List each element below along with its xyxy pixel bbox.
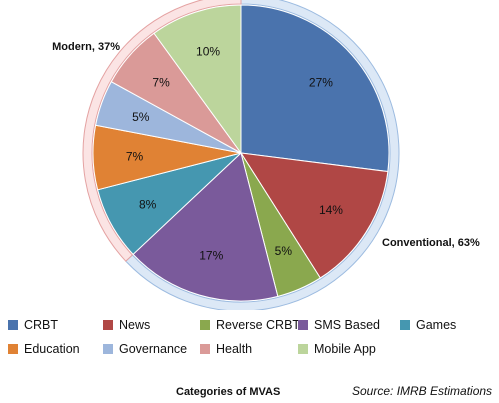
legend-item: Mobile App <box>298 340 376 358</box>
legend-swatch <box>103 344 113 354</box>
legend-label: CRBT <box>24 318 59 332</box>
source-note: Source: IMRB Estimations <box>352 384 493 398</box>
pie-chart: 27% 14% 5% 17% 8% 7% 5% 7% 10% Conventional, 63%… <box>52 0 480 312</box>
slice-label: 8% <box>139 197 157 211</box>
legend: CRBT News Reverse CRBT SMS Based Games Educat… <box>0 316 499 360</box>
legend-swatch <box>298 344 308 354</box>
legend-label: Reverse CRBT <box>216 318 301 332</box>
pie-slice-mobile-app <box>153 4 242 155</box>
slice-label: 17% <box>199 248 223 262</box>
legend-item: Health <box>200 340 252 358</box>
legend-item: News <box>103 316 150 334</box>
legend-label: Governance <box>119 342 188 356</box>
slice-label: 10% <box>196 45 220 59</box>
slice-label: 27% <box>309 76 333 90</box>
legend-swatch <box>8 344 18 354</box>
legend-item: SMS Based <box>298 316 380 334</box>
slice-labels: 27% 14% 5% 17% 8% 7% 5% 7% 10% <box>126 45 343 263</box>
legend-item: Games <box>400 316 456 334</box>
legend-label: News <box>119 318 151 332</box>
legend-swatch <box>400 320 410 330</box>
legend-label: SMS Based <box>314 318 381 332</box>
legend-label: Games <box>416 318 457 332</box>
pie-slice-news <box>240 152 389 279</box>
group-ring-1 <box>82 0 242 262</box>
slice-label: 7% <box>126 149 144 163</box>
legend-item: Education <box>8 340 80 358</box>
legend-swatch <box>200 320 210 330</box>
pie-slice-crbt <box>240 4 390 173</box>
legend-item: CRBT <box>8 316 58 334</box>
legend-swatch <box>298 320 308 330</box>
x-axis-label: Categories of MVAS <box>176 386 281 398</box>
legend-swatch <box>200 344 210 354</box>
legend-swatch <box>103 320 113 330</box>
pie-slice-sms-based <box>132 152 279 302</box>
group-label: Modern, 37% <box>52 41 120 53</box>
legend-swatch <box>8 320 18 330</box>
group-rings <box>82 0 400 312</box>
slice-label: 14% <box>319 203 343 217</box>
legend-label: Mobile App <box>314 342 376 356</box>
slice-label: 5% <box>275 244 293 258</box>
legend-label: Health <box>216 342 253 356</box>
legend-label: Education <box>24 342 80 356</box>
slice-label: 7% <box>152 76 170 90</box>
group-label: Conventional, 63% <box>382 237 480 249</box>
legend-item: Governance <box>103 340 187 358</box>
pie-slices <box>92 4 390 302</box>
legend-item: Reverse CRBT <box>200 316 300 334</box>
slice-label: 5% <box>132 110 150 124</box>
group-labels: Conventional, 63% Modern, 37% <box>52 41 480 249</box>
